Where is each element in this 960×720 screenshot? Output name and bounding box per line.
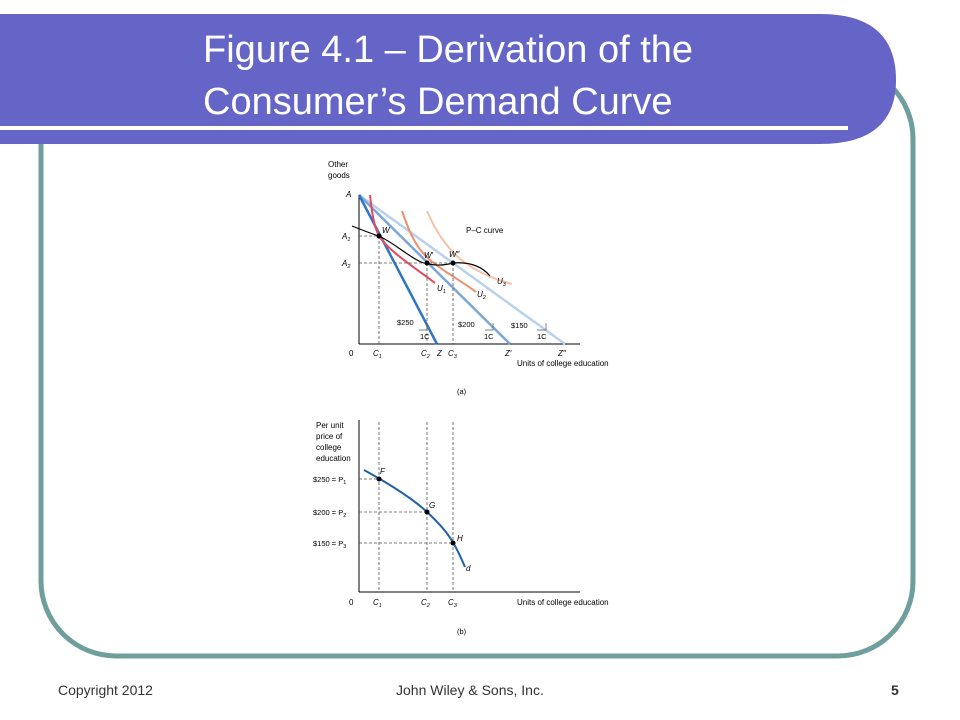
panel-a-caption: (a) <box>457 387 467 396</box>
price-label-150: $150 <box>511 321 528 330</box>
point-g <box>424 509 430 515</box>
budget-line-z <box>357 194 439 345</box>
panel-a-x-axis-title: Units of college education <box>517 359 609 368</box>
panel-b-y-axis-title-2: price of <box>316 432 343 441</box>
point-w <box>376 233 382 239</box>
budget-line-z2 <box>358 193 566 346</box>
price-label-200: $200 <box>458 320 475 329</box>
slope-triangle-150 <box>537 323 547 331</box>
unit-label-250: 1C <box>420 332 430 341</box>
x-tick-b-c2: C2 <box>421 598 430 609</box>
demand-curve-label: d <box>466 564 471 573</box>
u3-label: U3 <box>497 277 507 288</box>
budget-line-z1 <box>358 194 511 345</box>
point-w-double-prime <box>450 260 456 266</box>
point-w-prime-label: W′ <box>424 251 434 260</box>
slide-title-line-2: Consumer’s Demand Curve <box>203 81 673 123</box>
slide-number: 5 <box>891 682 899 698</box>
x-tick-z-double-prime: Z″ <box>557 349 567 358</box>
y-tick-a2: A2 <box>341 259 350 270</box>
pc-curve-label: P–C curve <box>466 226 504 235</box>
slope-triangle-200 <box>485 323 494 331</box>
slope-triangle-250 <box>419 323 428 331</box>
panel-a: Other goods 0 P–C curve W W′ W″ U1 U2 U3 <box>328 160 609 396</box>
indifference-curve-u2 <box>401 210 477 293</box>
price-label-250: $250 <box>397 318 414 327</box>
footer-copyright: Copyright 2012 <box>58 682 153 698</box>
u2-label: U2 <box>477 290 486 301</box>
title-underline <box>0 126 848 130</box>
y-tick-a1: A1 <box>341 232 350 243</box>
panel-b-y-axis-title-1: Per unit <box>316 421 344 430</box>
panel-b-y-axis-title-3: college <box>316 443 342 452</box>
point-w-prime <box>424 260 430 266</box>
point-h <box>450 540 456 546</box>
unit-label-200: 1C <box>484 332 494 341</box>
panel-a-origin: 0 <box>349 349 354 358</box>
x-tick-c1: C1 <box>373 349 382 360</box>
footer-publisher: John Wiley & Sons, Inc. <box>396 682 544 698</box>
x-tick-z-prime: Z′ <box>504 349 512 358</box>
y-tick-a: A <box>345 190 351 199</box>
slide-title-line-1: Figure 4.1 – Derivation of the <box>203 29 694 71</box>
x-tick-b-c1: C1 <box>373 598 382 609</box>
x-tick-b-c3: C3 <box>448 598 458 609</box>
y-tick-p2: $200 = P2 <box>313 508 346 519</box>
panel-b-x-axis-title: Units of college education <box>517 598 609 607</box>
panel-b-caption: (b) <box>457 627 467 636</box>
demand-curve <box>363 469 466 568</box>
panel-b-origin: 0 <box>349 598 354 607</box>
panel-b: Per unit price of college education 0 F … <box>313 420 609 636</box>
point-f <box>376 476 382 482</box>
indifference-curve-u3 <box>426 210 513 285</box>
panel-b-y-axis-title-4: education <box>316 454 351 463</box>
point-f-label: F <box>380 467 386 476</box>
x-tick-c3: C3 <box>448 349 458 360</box>
x-tick-c2: C2 <box>421 349 430 360</box>
point-w-label: W <box>382 226 391 235</box>
u1-label: U1 <box>437 284 446 295</box>
panel-a-y-axis-title-2: goods <box>328 171 350 180</box>
y-tick-p3: $150 = P3 <box>313 539 346 550</box>
y-tick-p1: $250 = P1 <box>313 475 346 486</box>
x-tick-z: Z <box>436 349 443 358</box>
point-w-double-prime-label: W″ <box>449 250 461 259</box>
point-g-label: G <box>429 501 435 510</box>
unit-label-150: 1C <box>537 332 547 341</box>
title-bar <box>0 14 896 144</box>
panel-a-y-axis-title-1: Other <box>328 160 348 169</box>
point-h-label: H <box>457 534 463 543</box>
